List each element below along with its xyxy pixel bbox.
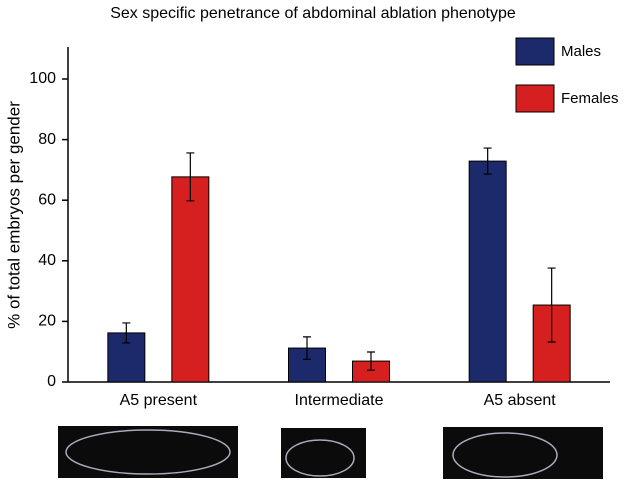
error-bar bbox=[122, 322, 131, 344]
embryo-outline bbox=[452, 432, 558, 478]
y-tick-label: 0 bbox=[47, 373, 56, 390]
x-tick-label: A5 absent bbox=[484, 392, 557, 409]
x-tick-label: A5 present bbox=[120, 392, 198, 409]
bar bbox=[171, 176, 210, 383]
x-tick-label: Intermediate bbox=[295, 392, 384, 409]
legend-swatch bbox=[515, 37, 555, 66]
error-bar bbox=[483, 147, 492, 175]
legend-label: Females bbox=[561, 90, 619, 107]
y-tick-label: 20 bbox=[38, 313, 56, 330]
embryo-image bbox=[58, 426, 238, 478]
y-tick-label: 40 bbox=[38, 252, 56, 269]
embryo-outline bbox=[285, 439, 355, 477]
chart-title: Sex specific penetrance of abdominal abl… bbox=[110, 5, 516, 22]
embryo-outline bbox=[65, 429, 231, 475]
bar bbox=[468, 160, 507, 383]
error-bar bbox=[367, 351, 375, 371]
error-bar bbox=[186, 152, 195, 202]
error-bar bbox=[303, 336, 311, 360]
y-tick-label: 80 bbox=[38, 131, 56, 148]
legend-label: Males bbox=[561, 43, 601, 60]
legend-swatch bbox=[515, 84, 555, 113]
y-tick-label: 60 bbox=[38, 191, 56, 208]
error-bar bbox=[547, 267, 556, 343]
y-axis-label: % of total embryos per gender bbox=[4, 101, 23, 329]
embryo-image bbox=[443, 427, 603, 479]
y-tick-label: 100 bbox=[29, 70, 56, 87]
